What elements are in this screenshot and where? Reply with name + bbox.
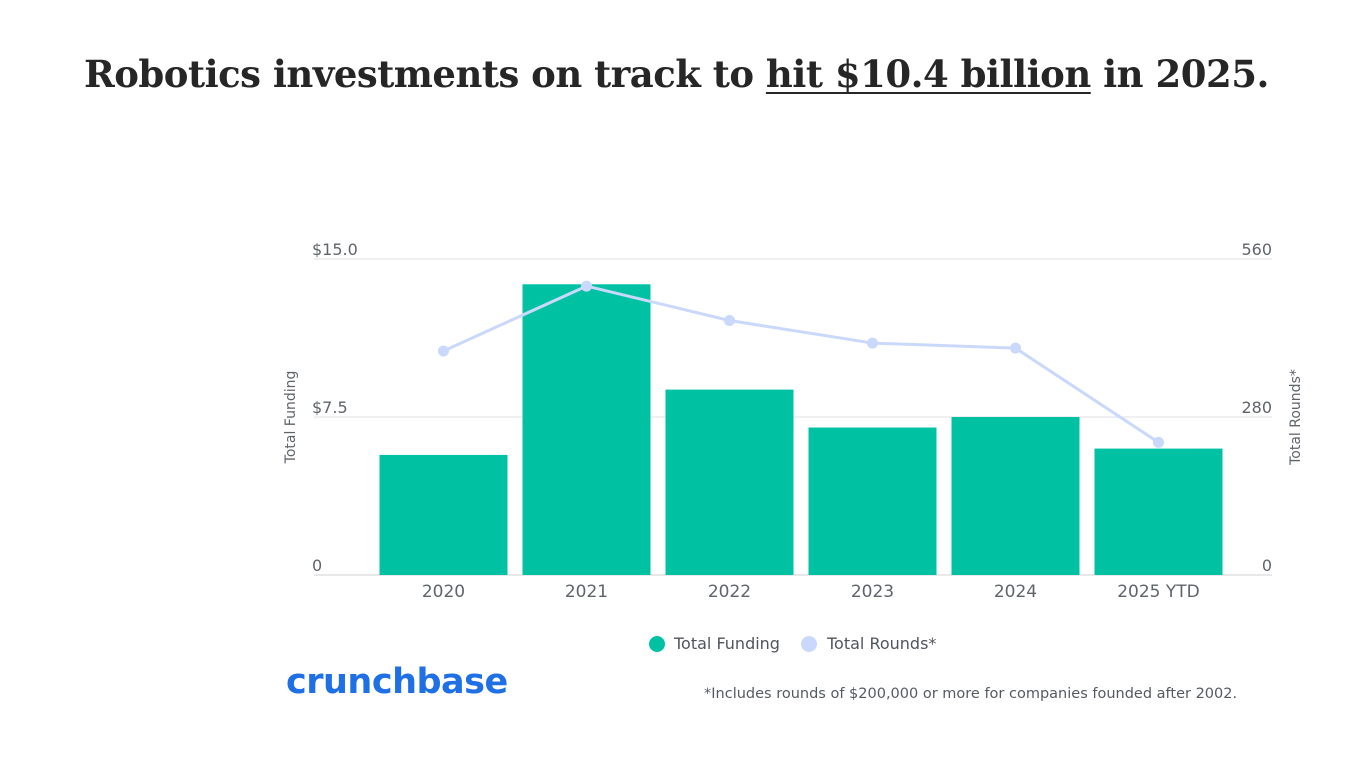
y2-axis-title: Total Rounds* bbox=[1288, 369, 1304, 466]
legend-rounds-label: Total Rounds* bbox=[826, 634, 936, 653]
bar bbox=[665, 389, 794, 575]
headline-tail: in 2025. bbox=[1090, 52, 1269, 96]
x-tick-label: 2023 bbox=[851, 582, 894, 602]
crunchbase-logo: crunchbase bbox=[286, 662, 508, 702]
y2-tick-label: 0 bbox=[1262, 556, 1272, 575]
rounds-point bbox=[1010, 342, 1021, 354]
y2-tick-label: 560 bbox=[1241, 240, 1272, 259]
x-tick-label: 2022 bbox=[708, 582, 751, 602]
headline-link[interactable]: hit $10.4 billion bbox=[765, 52, 1091, 96]
rounds-point bbox=[581, 280, 592, 292]
y-axis-title: Total Funding bbox=[283, 371, 299, 465]
x-tick-label: 2020 bbox=[422, 582, 465, 602]
bar bbox=[379, 454, 508, 575]
x-tick-label: 2021 bbox=[565, 582, 608, 602]
bar bbox=[808, 427, 937, 575]
chart-footnote: *Includes rounds of $200,000 or more for… bbox=[704, 686, 1238, 702]
rounds-point bbox=[438, 345, 449, 357]
legend-funding-label: Total Funding bbox=[673, 634, 780, 653]
bar bbox=[522, 284, 651, 575]
rounds-point bbox=[1153, 436, 1164, 448]
legend-funding-icon bbox=[649, 636, 665, 652]
x-tick-label: 2025 YTD bbox=[1117, 582, 1200, 602]
bar bbox=[951, 417, 1080, 575]
rounds-point bbox=[724, 315, 735, 327]
y2-tick-label: 280 bbox=[1241, 398, 1272, 417]
y-tick-label: 0 bbox=[312, 556, 322, 575]
rounds-line bbox=[442, 284, 1160, 444]
x-tick-label: 2024 bbox=[994, 582, 1037, 602]
y-tick-label: $7.5 bbox=[312, 398, 348, 417]
y-tick-label: $15.0 bbox=[312, 240, 358, 259]
page-title: Robotics investments on track to hit $10… bbox=[84, 52, 1269, 96]
rounds-point bbox=[867, 337, 878, 349]
headline-lead: Robotics investments on track to bbox=[84, 52, 766, 96]
legend-rounds-icon bbox=[801, 636, 817, 652]
bar bbox=[1094, 448, 1223, 575]
